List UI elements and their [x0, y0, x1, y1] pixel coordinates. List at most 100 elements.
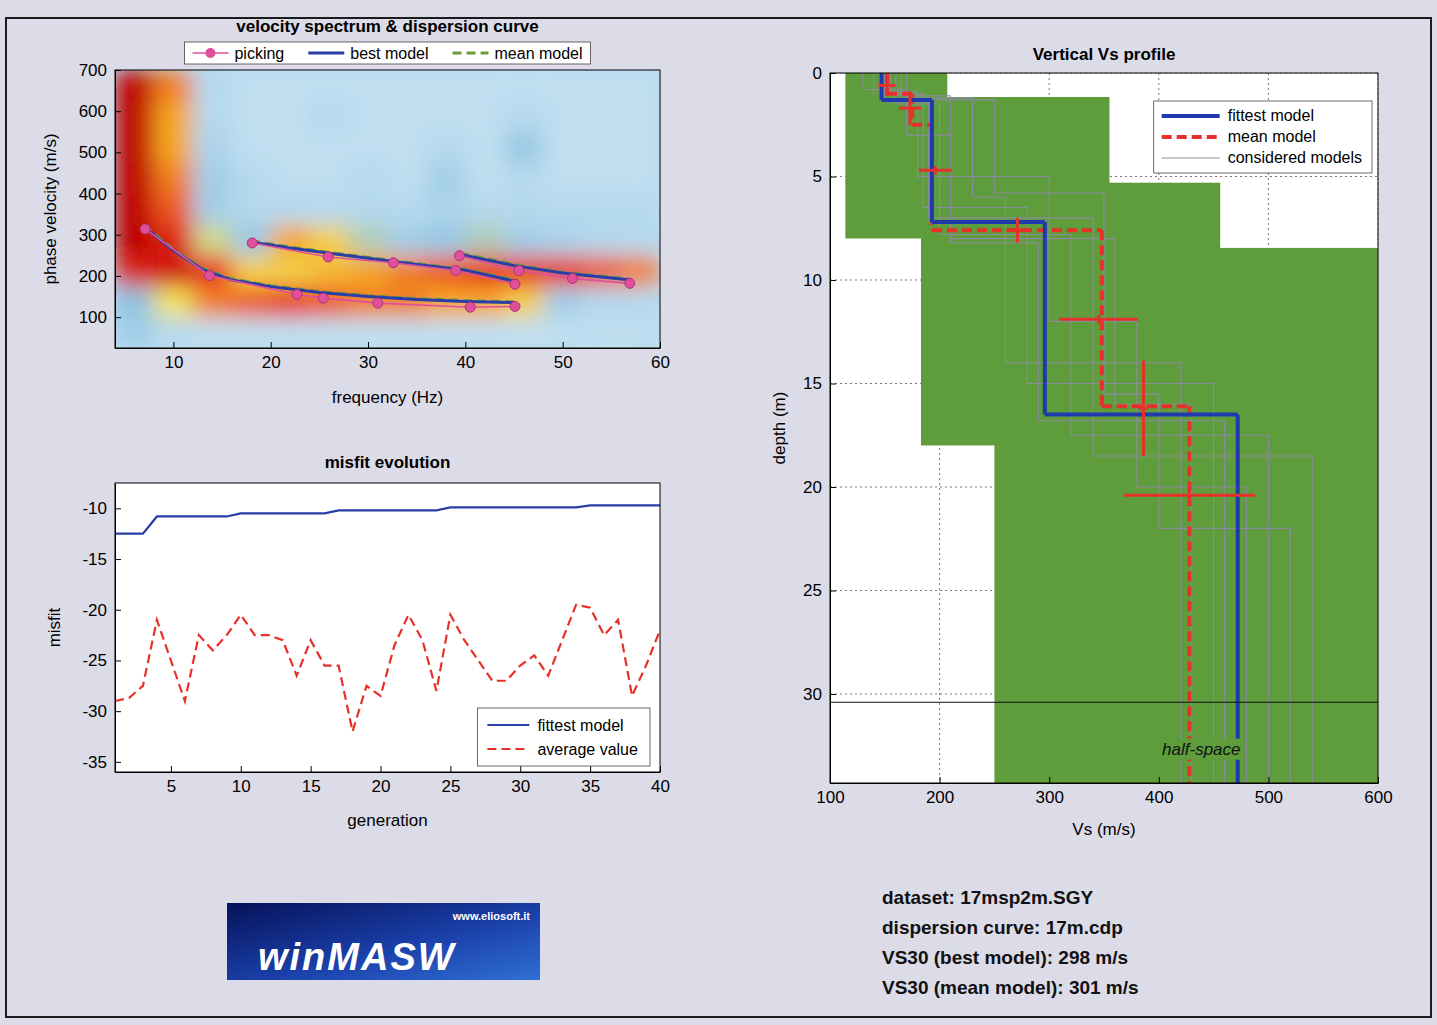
heatmap-cell [426, 132, 465, 163]
heatmap-cell [193, 194, 232, 225]
tick: 5 [167, 766, 176, 796]
tick-mark [115, 610, 121, 611]
tick-label: 5 [167, 777, 176, 796]
tick-mark [830, 73, 836, 74]
heatmap-cell [465, 317, 504, 348]
error-bar-depth [934, 166, 937, 174]
legend-label: average value [537, 741, 638, 758]
heatmap-cell [349, 163, 388, 194]
tick-mark [1378, 777, 1379, 783]
tick-mark [271, 342, 272, 348]
heatmap-cell [504, 132, 543, 163]
profile-interface [882, 98, 932, 102]
tick-mark [115, 276, 121, 277]
x-axis: 102030405060 [116, 342, 670, 372]
logo-url: www.eliosoft.it [452, 910, 531, 922]
profile-layer [1049, 176, 1050, 321]
error-bar-depth [1188, 491, 1191, 499]
heatmap-cell [154, 194, 193, 225]
info-line: dataset: 17msp2m.SGY [882, 887, 1094, 908]
plot-background [115, 483, 660, 772]
tick-label: 15 [302, 777, 321, 796]
tick-mark [115, 559, 121, 560]
background [0, 0, 1437, 1025]
tick: 50 [554, 342, 573, 372]
heatmap-cell [193, 317, 232, 348]
heatmap-cell [465, 132, 504, 163]
heatmap-cell [232, 317, 271, 348]
pick-point [388, 258, 398, 268]
legend-swatch [1162, 114, 1220, 118]
heatmap-cell [504, 70, 543, 101]
profile-interface [1049, 321, 1137, 322]
profile-layer [972, 98, 973, 197]
heatmap-cell [582, 224, 621, 255]
heatmap-cell [621, 70, 660, 101]
profile-layer [862, 73, 863, 90]
search-space [845, 183, 1220, 239]
tick-label: -35 [82, 753, 107, 772]
series-line [145, 229, 630, 307]
profile-interface [951, 238, 1115, 239]
heatmap-cell [543, 286, 582, 317]
logo: www.eliosoft.itwinMASW [227, 903, 540, 980]
pick-point [140, 224, 150, 234]
axis-line [116, 348, 661, 349]
tick-mark [115, 111, 121, 112]
heatmap-cell [465, 194, 504, 225]
tick-mark [115, 152, 121, 153]
legend-label: mean model [495, 45, 583, 62]
tick-mark [368, 342, 369, 348]
heatmap-cell [349, 224, 388, 255]
legend-item: mean model [453, 45, 583, 62]
error-bar-depth [1097, 315, 1100, 323]
heatmap-cell [426, 194, 465, 225]
heatmap-cell [115, 70, 154, 101]
heatmap-cell [504, 224, 543, 255]
heatmap-cell [154, 70, 193, 101]
x-axis-title: Vs (m/s) [1072, 820, 1135, 839]
y-axis: -10-15-20-25-30-35 [82, 484, 121, 773]
heatmap-cell [465, 70, 504, 101]
heatmap-cell [543, 163, 582, 194]
tick: -25 [82, 651, 121, 670]
tick-label: 200 [79, 267, 107, 286]
profile-interface [929, 217, 1093, 218]
heatmap-cell [349, 317, 388, 348]
heatmap-cell [426, 163, 465, 194]
legend-box [477, 708, 650, 766]
plot-area [115, 505, 660, 731]
tick-label: 30 [803, 685, 822, 704]
tick: -30 [82, 702, 121, 721]
profile-interface [1093, 455, 1312, 456]
tick-mark [311, 766, 312, 772]
profile-layer [1213, 383, 1214, 783]
profile-layer [1268, 435, 1269, 783]
heatmap-cell [388, 224, 427, 255]
figure: 102030405060100200300400500600700velocit… [0, 0, 1437, 1025]
heatmap-cell [271, 70, 310, 101]
heatmap-cell [582, 101, 621, 132]
series-line [144, 226, 631, 302]
y-axis: 051015202530 [803, 64, 836, 784]
tick: 10 [164, 342, 183, 372]
profile-layer [1290, 528, 1291, 783]
profile-layer [1236, 415, 1240, 783]
tick: 30 [359, 342, 378, 372]
heatmap-cell [232, 132, 271, 163]
heatmap-cell [388, 101, 427, 132]
tick-label: 40 [456, 353, 475, 372]
page-frame [6, 18, 1431, 1017]
profile-interface [1045, 413, 1238, 417]
pick-point [318, 293, 328, 303]
tick-label: 20 [803, 478, 822, 497]
axis-line [830, 74, 831, 784]
plot-frame [115, 483, 660, 772]
heatmap-cell [621, 101, 660, 132]
heatmap-cell [310, 163, 349, 194]
legend-label: picking [234, 45, 284, 62]
heatmap-cell [388, 194, 427, 225]
heatmap-cell [310, 70, 349, 101]
heatmap-cell [621, 163, 660, 194]
profile-layer [923, 94, 924, 208]
